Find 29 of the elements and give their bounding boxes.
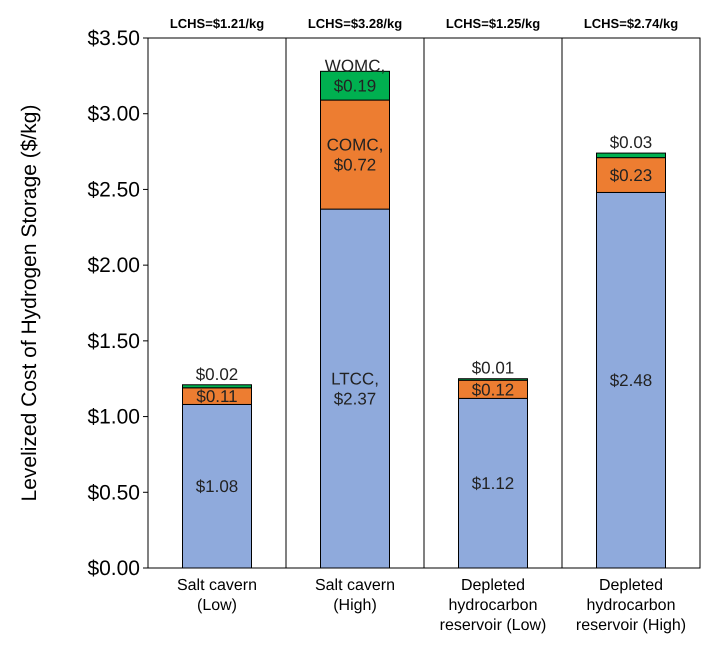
y-tick-label: $2.50 bbox=[87, 178, 140, 202]
data-label: WOMC, $0.19 bbox=[324, 56, 386, 96]
y-tick-label: $3.50 bbox=[87, 27, 140, 50]
text: LCHS=$3.28/kg bbox=[308, 16, 402, 31]
text: LCHS=$2.74/kg bbox=[584, 16, 678, 31]
y-tick-label: $0.50 bbox=[87, 481, 140, 504]
x-tick-label: Salt cavern (High) bbox=[314, 577, 396, 614]
y-tick-label: $0.00 bbox=[87, 557, 140, 580]
data-label: $1.08 bbox=[196, 477, 238, 496]
y-tick-label: $3.00 bbox=[87, 102, 140, 126]
x-tick-label: Depleted hydrocarbon reservoir (High) bbox=[576, 577, 686, 634]
y-axis-title: Levelized Cost of Hydrogen Storage ($/kg) bbox=[18, 104, 41, 502]
x-tick-label: Salt cavern (Low) bbox=[176, 577, 258, 614]
data-label: $0.11 bbox=[196, 387, 238, 406]
y-tick-label: $1.00 bbox=[87, 406, 140, 429]
data-label: $0.02 bbox=[196, 364, 238, 384]
data-label: LTCC, $2.37 bbox=[331, 370, 379, 409]
data-label: $2.48 bbox=[610, 371, 652, 390]
data-label: $1.12 bbox=[472, 474, 514, 494]
y-tick-label: $2.00 bbox=[87, 254, 140, 278]
data-label: $0.01 bbox=[472, 358, 514, 378]
data-label: COMC, $0.72 bbox=[326, 136, 384, 175]
data-label: $0.23 bbox=[610, 166, 652, 186]
text: LCHS=$1.25/kg bbox=[446, 16, 540, 31]
data-label: $0.03 bbox=[610, 133, 652, 152]
x-tick-label: Depleted hydrocarbon reservoir (Low) bbox=[440, 577, 546, 634]
data-label: $0.12 bbox=[472, 380, 514, 400]
y-tick-label: $1.50 bbox=[87, 330, 140, 353]
text: LCHS=$1.21/kg bbox=[170, 16, 264, 31]
